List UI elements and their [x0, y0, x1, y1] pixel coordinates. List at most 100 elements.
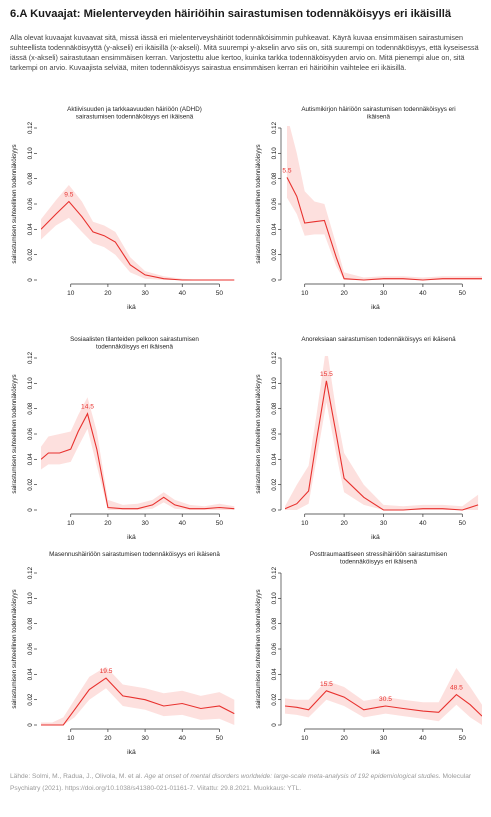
x-tick-label: 50	[216, 520, 224, 527]
chart-svg: Sosiaalisten tilanteiden pelkoon sairast…	[11, 336, 235, 541]
y-tick-label: 0.04	[271, 223, 278, 236]
intro-text: Alla olevat kuvaajat kuvaavat sitä, miss…	[10, 33, 479, 73]
x-tick-label: 20	[104, 735, 112, 742]
x-tick-label: 50	[459, 520, 467, 527]
confidence-band	[285, 668, 482, 725]
confidence-band	[41, 666, 235, 725]
confidence-band	[285, 356, 479, 510]
y-tick-label: 0.04	[27, 453, 34, 466]
x-axis-label: ikä	[127, 304, 136, 311]
x-tick-label: 40	[179, 520, 187, 527]
x-tick-label: 50	[216, 735, 224, 742]
citation-journal: Molecular Psychiatry (2021). https://doi…	[10, 773, 472, 792]
y-tick-label: 0	[271, 723, 278, 727]
y-tick-label: 0.08	[271, 172, 278, 185]
y-tick-label: 0.08	[27, 172, 34, 185]
y-tick-label: 0.10	[27, 592, 34, 605]
y-axis-label: sairastumisen suhteellinen todennäköisyy…	[11, 144, 18, 263]
y-tick-label: 0.12	[271, 566, 278, 579]
series-line	[41, 200, 235, 281]
x-tick-label: 10	[301, 520, 309, 527]
y-tick-label: 0	[271, 508, 278, 512]
x-axis-label: ikä	[127, 749, 136, 756]
y-tick-label: 0.04	[271, 453, 278, 466]
x-tick-label: 10	[301, 290, 309, 297]
y-tick-label: 0.12	[27, 351, 34, 364]
y-tick-label: 0.02	[27, 248, 34, 261]
x-tick-label: 30	[141, 520, 149, 527]
x-tick-label: 20	[340, 735, 348, 742]
y-tick-label: 0.02	[27, 478, 34, 491]
chart-adhd: Aktiivisuuden ja tarkkaavuuden häiriöön …	[8, 103, 244, 318]
peak-age-label: 15.5	[320, 681, 333, 688]
chart-title: Sosiaalisten tilanteiden pelkoon sairast…	[70, 336, 199, 350]
y-tick-label: 0.06	[27, 197, 34, 210]
confidence-band	[41, 397, 235, 510]
source-citation: Lähde: Solmi, M., Radua, J., Olivola, M.…	[10, 771, 480, 794]
peak-age-label: 5.5	[282, 167, 291, 174]
chart-svg: Masennushäiriöön sairastumisen todennäkö…	[11, 551, 235, 756]
citation-authors: Lähde: Solmi, M., Radua, J., Olivola, M.…	[10, 773, 145, 780]
chart-title: Posttraumaattiseen stressihäiriöön saira…	[310, 551, 448, 565]
x-tick-label: 40	[179, 290, 187, 297]
y-tick-label: 0.12	[27, 566, 34, 579]
y-tick-label: 0	[27, 723, 34, 727]
y-tick-label: 0.06	[271, 197, 278, 210]
y-tick-label: 0.02	[271, 478, 278, 491]
x-tick-label: 40	[419, 520, 427, 527]
chart-title: Anoreksiaan sairastumisen todennäköisyys…	[301, 336, 456, 343]
peak-age-label: 9.5	[64, 191, 73, 198]
y-tick-label: 0.06	[271, 427, 278, 440]
y-axis-label: sairastumisen suhteellinen todennäköisyy…	[255, 374, 262, 493]
series-line	[285, 690, 482, 717]
x-tick-label: 20	[340, 290, 348, 297]
series-line	[41, 412, 235, 510]
x-tick-label: 40	[179, 735, 187, 742]
y-tick-label: 0.06	[27, 427, 34, 440]
y-axis-label: sairastumisen suhteellinen todennäköisyy…	[11, 589, 18, 708]
chart-social-anxiety: Sosiaalisten tilanteiden pelkoon sairast…	[8, 333, 244, 548]
series-line	[285, 380, 479, 511]
x-tick-label: 10	[67, 520, 75, 527]
y-tick-label: 0.12	[271, 351, 278, 364]
x-tick-label: 30	[141, 290, 149, 297]
chart-svg: Posttraumaattiseen stressihäiriöön saira…	[255, 551, 482, 756]
y-tick-label: 0.08	[27, 402, 34, 415]
chart-autism: Autismikirjon häiriöön sairastumisen tod…	[252, 103, 488, 318]
y-tick-label: 0.08	[271, 617, 278, 630]
confidence-band	[41, 185, 235, 280]
x-tick-label: 40	[419, 735, 427, 742]
y-tick-label: 0.02	[271, 693, 278, 706]
chart-title: Autismikirjon häiriöön sairastumisen tod…	[301, 106, 455, 120]
chart-svg: Aktiivisuuden ja tarkkaavuuden häiriöön …	[11, 106, 235, 311]
y-tick-label: 0.12	[271, 121, 278, 134]
series-line	[41, 677, 235, 726]
y-tick-label: 0.02	[27, 693, 34, 706]
x-axis-label: ikä	[127, 534, 136, 541]
x-axis-label: ikä	[371, 534, 380, 541]
x-tick-label: 10	[301, 735, 309, 742]
x-tick-label: 30	[380, 290, 388, 297]
y-tick-label: 0.10	[271, 377, 278, 390]
peak-age-label: 19.5	[100, 668, 113, 675]
x-tick-label: 20	[340, 520, 348, 527]
x-axis-label: ikä	[371, 304, 380, 311]
y-tick-label: 0.10	[27, 377, 34, 390]
x-tick-label: 30	[380, 520, 388, 527]
chart-title: Aktiivisuuden ja tarkkaavuuden häiriöön …	[67, 106, 202, 120]
chart-anorexia: Anoreksiaan sairastumisen todennäköisyys…	[252, 333, 488, 548]
chart-svg: Autismikirjon häiriöön sairastumisen tod…	[255, 106, 482, 311]
chart-depression: Masennushäiriöön sairastumisen todennäkö…	[8, 548, 244, 763]
peak-age-label: 48.5	[450, 685, 463, 692]
x-tick-label: 10	[67, 290, 75, 297]
x-tick-label: 30	[380, 735, 388, 742]
peak-age-label: 15.5	[320, 371, 333, 378]
chart-ptsd: Posttraumaattiseen stressihäiriöön saira…	[252, 548, 488, 763]
confidence-band	[287, 126, 482, 280]
y-tick-label: 0.04	[27, 223, 34, 236]
chart-title: Masennushäiriöön sairastumisen todennäkö…	[49, 551, 220, 558]
y-tick-label: 0.08	[27, 617, 34, 630]
y-axis-label: sairastumisen suhteellinen todennäköisyy…	[11, 374, 18, 493]
y-tick-label: 0	[271, 278, 278, 282]
y-tick-label: 0.06	[27, 642, 34, 655]
